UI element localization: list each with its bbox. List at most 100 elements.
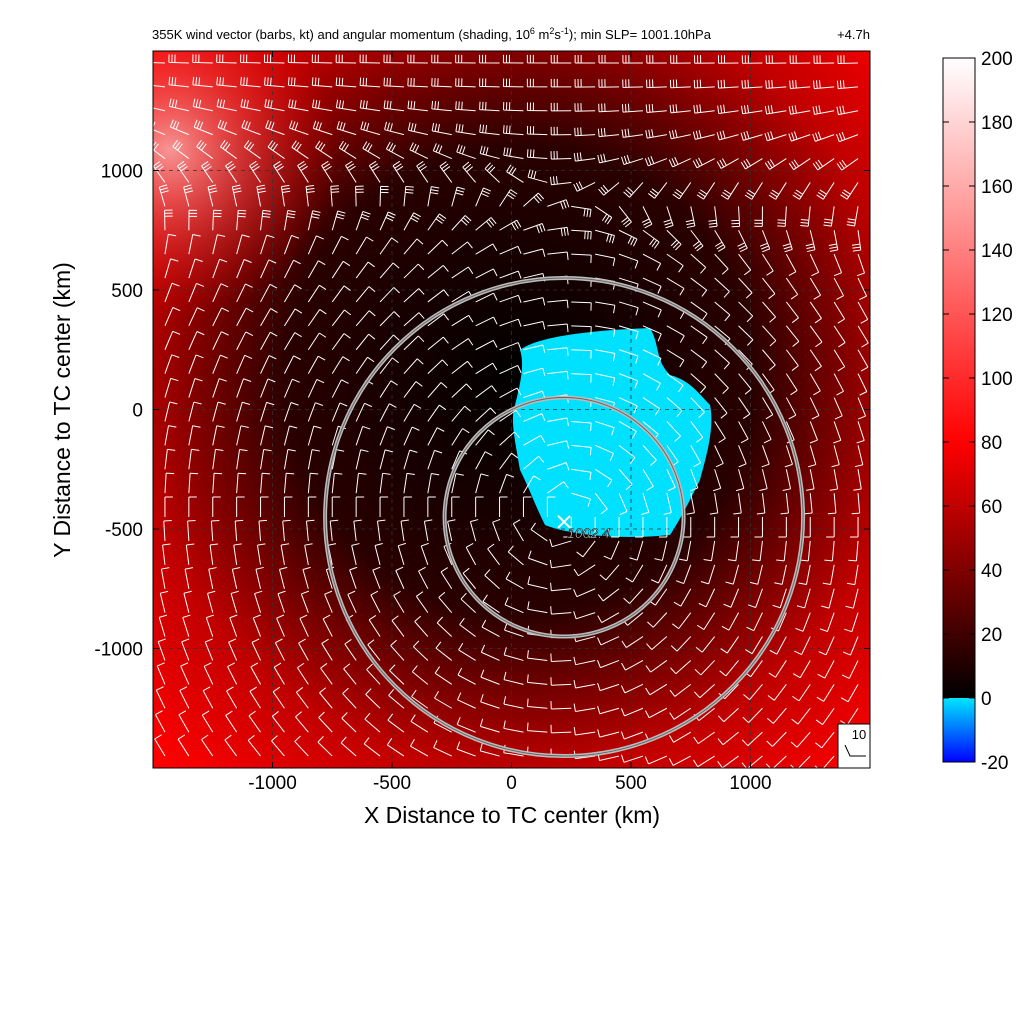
wind-barb bbox=[738, 397, 751, 419]
wind-barb bbox=[813, 80, 835, 90]
wind-barb bbox=[597, 659, 620, 669]
wind-barb bbox=[629, 540, 644, 561]
wind-barb bbox=[283, 210, 296, 231]
wind-barb bbox=[403, 288, 425, 303]
wind-barb bbox=[184, 567, 194, 589]
wind-barb bbox=[756, 493, 766, 515]
wind-barb bbox=[499, 364, 522, 375]
wind-barb bbox=[451, 428, 470, 446]
wind-barb bbox=[347, 590, 357, 613]
wind-barb bbox=[573, 611, 596, 620]
wind-barb bbox=[188, 472, 199, 494]
wind-barb bbox=[512, 519, 524, 542]
wind-barb bbox=[482, 594, 500, 614]
wind-barb bbox=[690, 229, 704, 252]
wind-barb bbox=[788, 131, 811, 142]
wind-barb bbox=[457, 667, 476, 685]
wind-barb bbox=[690, 421, 704, 443]
wind-barb bbox=[273, 160, 285, 183]
wind-barb bbox=[598, 182, 620, 196]
wind-barb bbox=[595, 349, 616, 362]
wind-barb bbox=[298, 638, 309, 661]
wind-barb bbox=[816, 182, 835, 200]
wind-barb bbox=[844, 612, 859, 633]
wind-barb bbox=[735, 469, 745, 492]
wind-barb bbox=[212, 234, 226, 255]
wind-barb bbox=[379, 496, 389, 518]
wind-barb bbox=[833, 421, 842, 444]
wind-barb bbox=[666, 229, 682, 251]
wind-barb bbox=[598, 55, 620, 64]
wind-barb bbox=[331, 235, 349, 255]
wind-barb bbox=[331, 309, 352, 327]
wind-barb bbox=[335, 54, 357, 64]
wind-barb bbox=[690, 277, 708, 297]
wind-barb bbox=[475, 339, 498, 351]
wind-barb bbox=[646, 79, 667, 89]
wind-barb bbox=[795, 612, 811, 632]
wind-barb bbox=[792, 684, 811, 702]
wind-barb bbox=[502, 102, 524, 112]
wind-barb bbox=[435, 641, 453, 661]
wind-barb bbox=[340, 736, 357, 757]
wind-barb bbox=[397, 542, 407, 565]
wind-barb bbox=[475, 268, 498, 279]
wind-barb bbox=[248, 710, 261, 733]
wind-barb bbox=[812, 131, 835, 142]
wind-barb bbox=[746, 612, 763, 632]
wind-barb bbox=[163, 520, 172, 541]
wind-barb bbox=[379, 334, 400, 351]
wind-barb bbox=[594, 492, 608, 515]
wind-barb bbox=[597, 729, 620, 738]
wind-barb bbox=[372, 566, 381, 589]
wind-barb bbox=[809, 253, 820, 277]
wind-barb bbox=[250, 662, 261, 685]
wind-barb bbox=[618, 492, 628, 516]
wind-barb bbox=[379, 211, 396, 231]
wind-barb bbox=[571, 229, 592, 240]
wind-barb bbox=[776, 540, 787, 562]
wind-barb bbox=[263, 54, 285, 64]
slp-marker: 1002.4 bbox=[557, 515, 610, 541]
wind-barb bbox=[407, 77, 428, 88]
wind-barb bbox=[465, 543, 477, 566]
wind-barb bbox=[164, 448, 176, 470]
wind-barb bbox=[427, 239, 449, 255]
wind-barb bbox=[407, 122, 428, 136]
wind-barb bbox=[738, 325, 754, 346]
wind-barb bbox=[690, 445, 702, 468]
wind-barb bbox=[571, 253, 592, 264]
wind-barb bbox=[403, 449, 418, 470]
wind-barb bbox=[547, 299, 569, 309]
wind-barb bbox=[788, 158, 811, 171]
wind-barb bbox=[620, 683, 644, 694]
wind-barb bbox=[573, 703, 596, 712]
wind-barb bbox=[829, 469, 839, 491]
wind-barb bbox=[668, 755, 691, 766]
wind-barb bbox=[738, 373, 752, 395]
wind-barb bbox=[645, 707, 668, 719]
wind-barb bbox=[742, 707, 763, 724]
wind-barb bbox=[384, 121, 405, 136]
wind-barb bbox=[526, 126, 548, 136]
wind-barb bbox=[716, 158, 739, 169]
wind-barb bbox=[307, 332, 327, 351]
wind-barb bbox=[256, 184, 266, 207]
wind-barb bbox=[827, 493, 837, 515]
wind-barb bbox=[618, 349, 639, 364]
barb-reference-label: 10 bbox=[852, 727, 866, 742]
wind-barb bbox=[603, 540, 620, 560]
wind-barb bbox=[714, 253, 729, 275]
wind-barb bbox=[599, 564, 620, 581]
wind-barb bbox=[523, 192, 545, 207]
wind-barb bbox=[359, 77, 381, 88]
wind-barb bbox=[523, 321, 546, 330]
wind-barb bbox=[330, 185, 340, 207]
wind-barb bbox=[571, 444, 592, 456]
wind-barb bbox=[669, 707, 692, 720]
wind-barb bbox=[227, 662, 238, 685]
wind-barb bbox=[365, 688, 381, 709]
wind-barb bbox=[403, 212, 421, 231]
wind-barb bbox=[620, 154, 644, 165]
wind-barb bbox=[738, 445, 747, 468]
